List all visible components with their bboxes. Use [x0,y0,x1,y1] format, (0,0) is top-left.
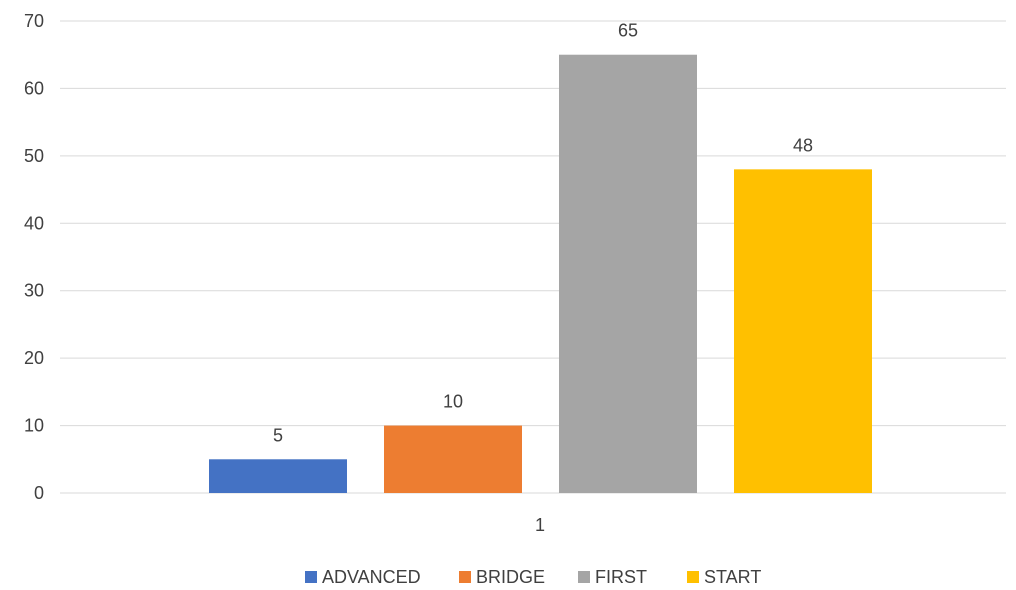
bars [209,54,872,494]
data-label: 65 [618,21,638,41]
legend-swatch [687,571,699,583]
legend-item-start: START [687,567,761,587]
bar-first [559,54,697,493]
bar-start [734,169,872,494]
legend-item-advanced: ADVANCED [305,567,421,587]
y-tick-label: 20 [24,348,44,368]
y-tick-label: 40 [24,213,44,233]
x-axis-tick-labels: 1 [535,515,545,535]
legend-swatch [305,571,317,583]
x-tick-label: 1 [535,515,545,535]
legend-item-bridge: BRIDGE [459,567,545,587]
legend-item-first: FIRST [578,567,647,587]
bar-advanced [209,459,347,493]
y-tick-label: 70 [24,11,44,31]
legend-label: BRIDGE [476,567,545,587]
y-tick-label: 60 [24,78,44,98]
legend-swatch [459,571,471,583]
legend-label: START [704,567,761,587]
data-labels: 5 10 65 48 [273,21,813,446]
legend-label: FIRST [595,567,647,587]
y-tick-label: 10 [24,416,44,436]
legend: ADVANCED BRIDGE FIRST START [305,567,761,587]
y-tick-label: 50 [24,146,44,166]
legend-swatch [578,571,590,583]
data-label: 10 [443,392,463,412]
y-tick-label: 30 [24,281,44,301]
y-axis-tick-labels: 0 10 20 30 40 50 60 70 [24,11,44,503]
data-label: 48 [793,135,813,155]
gridlines [60,20,1006,494]
bar-bridge [384,425,522,493]
data-label: 5 [273,425,283,445]
legend-label: ADVANCED [322,567,421,587]
y-tick-label: 0 [34,483,44,503]
